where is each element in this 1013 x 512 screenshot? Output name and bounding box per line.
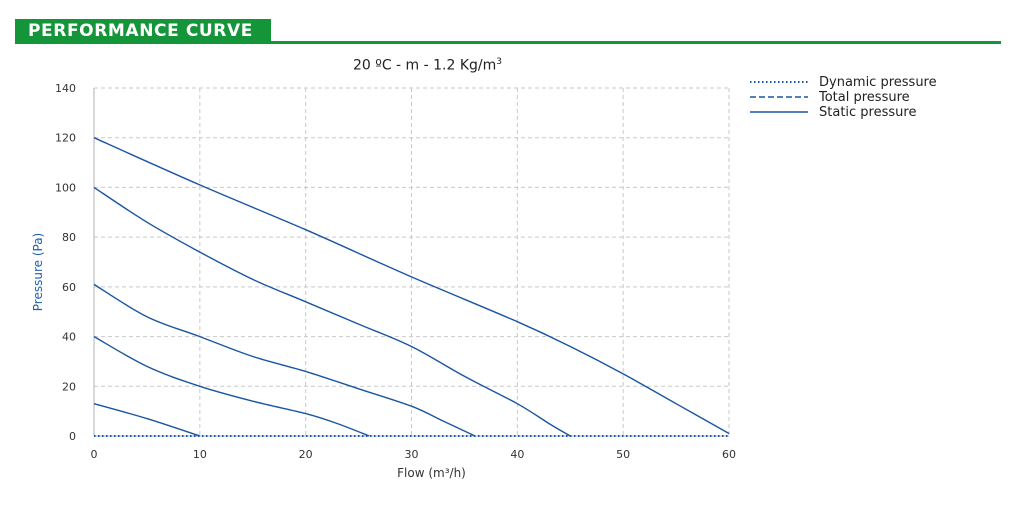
y-axis-label: Pressure (Pa) [31, 233, 45, 311]
x-tick-label: 50 [616, 448, 630, 461]
y-tick-label: 80 [62, 231, 76, 244]
y-tick-label: 60 [62, 281, 76, 294]
x-tick-label: 30 [405, 448, 419, 461]
chart-title-text: 20 ºC - m - 1.2 Kg/m [352, 57, 497, 74]
y-tick-label: 140 [55, 82, 76, 95]
legend-swatch-solid [750, 111, 808, 113]
static-pressure-curve-2 [93, 186, 571, 437]
legend-swatch-dashed [750, 96, 808, 98]
y-tick-label: 20 [62, 380, 76, 393]
legend-label-total: Total pressure [819, 90, 910, 105]
y-tick-label: 0 [69, 430, 76, 443]
legend-label-static: Static pressure [819, 105, 917, 120]
legend-swatch-dotted [750, 81, 808, 83]
chart-title: 20 ºC - m - 1.2 Kg/m3 [300, 57, 555, 74]
chart-title-superscript: 3 [496, 57, 503, 67]
y-tick-label: 120 [55, 132, 76, 145]
x-tick-label: 0 [91, 448, 98, 461]
x-tick-label: 20 [299, 448, 313, 461]
header-underline [15, 41, 1001, 44]
y-tick-label: 40 [62, 331, 76, 344]
static-pressure-curve-5 [93, 403, 201, 437]
static-pressure-curve-1 [93, 137, 730, 435]
x-tick-label: 40 [510, 448, 524, 461]
section-title: PERFORMANCE CURVE [15, 19, 271, 44]
x-tick-label: 60 [722, 448, 736, 461]
static-pressure-curve-4 [93, 335, 370, 437]
legend-label-dynamic: Dynamic pressure [819, 75, 937, 90]
x-axis-label: Flow (m³/h) [397, 466, 466, 480]
y-tick-label: 100 [55, 181, 76, 194]
x-tick-label: 10 [193, 448, 207, 461]
static-pressure-curve-3 [93, 283, 476, 437]
